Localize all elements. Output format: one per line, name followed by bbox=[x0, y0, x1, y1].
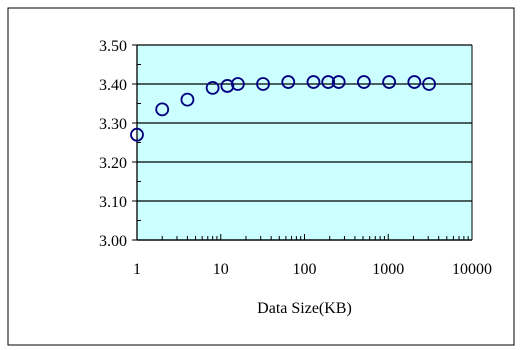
data-point bbox=[281, 75, 296, 89]
data-point bbox=[331, 75, 346, 89]
y-tick-label: 3.20 bbox=[99, 155, 127, 172]
data-point bbox=[155, 102, 170, 117]
data-point bbox=[130, 127, 144, 142]
data-point bbox=[407, 75, 422, 89]
x-tick-label: 1000 bbox=[372, 261, 404, 278]
x-tick-label: 10000 bbox=[452, 261, 492, 278]
data-point bbox=[306, 75, 321, 89]
plot-area bbox=[137, 45, 472, 240]
y-tick-label: 3.00 bbox=[99, 233, 127, 250]
data-point bbox=[180, 92, 195, 107]
data-point bbox=[205, 81, 220, 95]
y-tick-label: 3.50 bbox=[99, 38, 127, 55]
data-point bbox=[422, 77, 436, 91]
x-tick-label: 100 bbox=[293, 261, 317, 278]
x-tick-label: 1 bbox=[133, 261, 141, 278]
data-point bbox=[357, 75, 371, 89]
y-axis-tick-labels: 3.00 3.10 3.20 3.30 3.40 3.50 bbox=[99, 38, 141, 250]
y-tick-label: 3.10 bbox=[99, 194, 127, 211]
y-tick-label: 3.40 bbox=[99, 77, 127, 94]
x-axis-label: Data Size(KB) bbox=[257, 300, 352, 317]
data-points bbox=[130, 75, 436, 142]
data-point bbox=[230, 77, 245, 91]
y-tick-label: 3.30 bbox=[99, 116, 127, 133]
x-axis-tick-labels: 1 10 100 1000 10000 bbox=[133, 234, 492, 278]
data-point bbox=[321, 75, 336, 89]
data-point bbox=[382, 75, 397, 89]
x-tick-label: 10 bbox=[213, 261, 229, 278]
data-point bbox=[220, 79, 235, 93]
data-point bbox=[256, 77, 270, 91]
